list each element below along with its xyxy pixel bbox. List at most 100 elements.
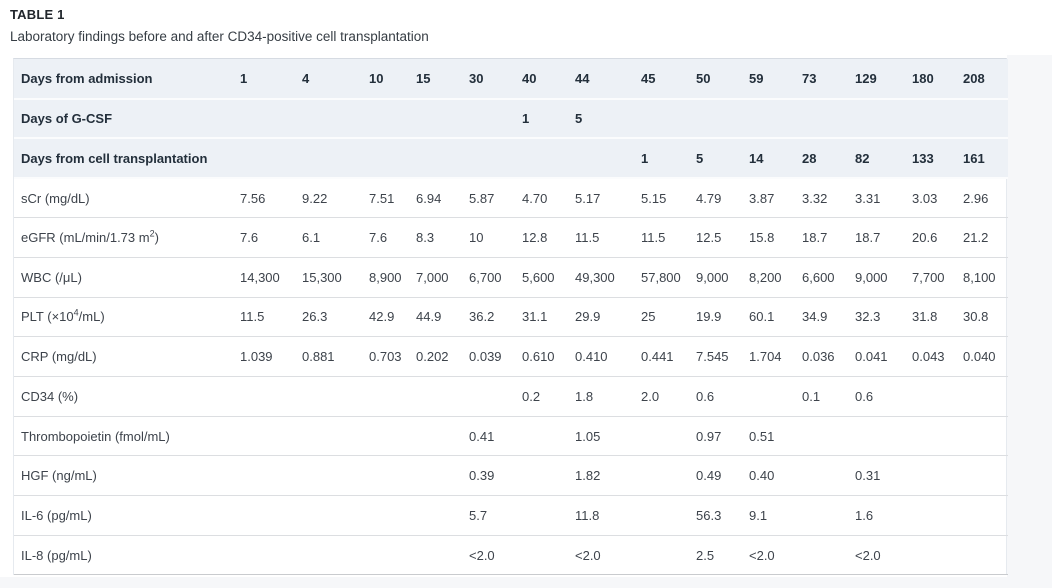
table-cell — [802, 535, 855, 576]
table-cell: 2.5 — [696, 535, 749, 576]
table-cell: 7.6 — [369, 217, 416, 258]
table-cell — [696, 98, 749, 140]
table-title: Laboratory findings before and after CD3… — [10, 29, 429, 44]
table-row: IL-6 (pg/mL) 5.7 11.8 56.3 9.1 1.6 — [14, 495, 1008, 536]
table-cell: 30 — [469, 59, 522, 100]
table-cell: <2.0 — [469, 535, 522, 576]
data-table: Days from admission 1 4 10 15 30 40 44 45 50 59 73 1… — [14, 59, 1008, 576]
table-cell: 34.9 — [802, 297, 855, 338]
table-cell: 36.2 — [469, 297, 522, 338]
table-row: CD34 (%) 0.2 1.8 2.0 0.6 0.1 0.6 — [14, 376, 1008, 417]
table-cell — [912, 376, 963, 417]
table-cell — [912, 416, 963, 457]
table-cell: 0.97 — [696, 416, 749, 457]
row-label: IL-6 (pg/mL) — [14, 495, 240, 536]
table-cell — [641, 98, 696, 140]
table-cell — [240, 416, 302, 457]
table-cell — [369, 98, 416, 140]
table-cell: 3.31 — [855, 178, 912, 219]
table-cell — [963, 376, 1008, 417]
table-cell — [641, 455, 696, 497]
table-cell: 15.8 — [749, 217, 802, 258]
table-cell — [522, 455, 575, 497]
table-cell: 59 — [749, 59, 802, 100]
table-number-label: TABLE 1 — [10, 7, 65, 22]
table-cell: 1.8 — [575, 376, 641, 417]
row-label: WBC (/μL) — [14, 257, 240, 298]
table-cell — [641, 416, 696, 457]
table-cell: 42.9 — [369, 297, 416, 338]
table-cell: 8,100 — [963, 257, 1008, 298]
table-cell: 0.043 — [912, 336, 963, 377]
table-cell: 5.7 — [469, 495, 522, 536]
table-cell: 19.9 — [696, 297, 749, 338]
row-label: CD34 (%) — [14, 376, 240, 417]
table-cell: 0.40 — [749, 455, 802, 497]
table-row: PLT (×104/mL) 11.5 26.3 42.9 44.9 36.2 31.1 29.… — [14, 297, 1008, 338]
table-cell: 9.1 — [749, 495, 802, 536]
table-cell — [749, 376, 802, 417]
table-cell: 6.1 — [302, 217, 369, 258]
table-cell: <2.0 — [749, 535, 802, 576]
table-cell: 1 — [522, 98, 575, 140]
table-cell — [855, 416, 912, 457]
table-cell — [469, 138, 522, 180]
table-cell — [641, 495, 696, 536]
table-cell: 9,000 — [696, 257, 749, 298]
table-cell: 49,300 — [575, 257, 641, 298]
table-cell — [240, 535, 302, 576]
table-cell: 133 — [912, 138, 963, 180]
table-cell: 0.610 — [522, 336, 575, 377]
table-cell — [912, 535, 963, 576]
table-cell: 57,800 — [641, 257, 696, 298]
table-cell: 2.0 — [641, 376, 696, 417]
table-cell — [575, 138, 641, 180]
table-cell: 11.5 — [240, 297, 302, 338]
table-cell — [302, 535, 369, 576]
table-cell: 5.87 — [469, 178, 522, 219]
row-label: PLT (×104/mL) — [14, 297, 240, 338]
table-cell — [416, 455, 469, 497]
table-cell — [802, 416, 855, 457]
table-cell: 3.87 — [749, 178, 802, 219]
table-row: eGFR (mL/min/1.73 m2) 7.6 6.1 7.6 8.3 10 12.8 1… — [14, 217, 1008, 258]
table-cell — [302, 376, 369, 417]
table-cell: 11.8 — [575, 495, 641, 536]
table-cell: 44.9 — [416, 297, 469, 338]
table-cell: 180 — [912, 59, 963, 100]
table-cell: 5 — [696, 138, 749, 180]
table-cell — [469, 376, 522, 417]
table-cell: 8.3 — [416, 217, 469, 258]
table-cell — [416, 376, 469, 417]
table-cell — [240, 495, 302, 536]
table-cell: 31.8 — [912, 297, 963, 338]
table-cell: 14 — [749, 138, 802, 180]
table-row: CRP (mg/dL) 1.039 0.881 0.703 0.202 0.039 0.61… — [14, 336, 1008, 377]
header-row: Days from admission 1 4 10 15 30 40 44 45 50 59 73 1… — [14, 59, 1008, 100]
table-cell: 25 — [641, 297, 696, 338]
table-cell — [802, 495, 855, 536]
table-cell — [855, 98, 912, 140]
bottom-strip — [0, 577, 1052, 588]
header-row: Days of G-CSF 1 5 — [14, 98, 1008, 140]
table-cell: 1.6 — [855, 495, 912, 536]
table-cell: 14,300 — [240, 257, 302, 298]
table-row: Thrombopoietin (fmol/mL) 0.41 1.05 0.97 0.51 — [14, 416, 1008, 457]
table-cell: 7.56 — [240, 178, 302, 219]
table-cell: 9,000 — [855, 257, 912, 298]
table-cell — [240, 138, 302, 180]
table-cell: 1.704 — [749, 336, 802, 377]
table-cell: 1 — [240, 59, 302, 100]
table-cell: 161 — [963, 138, 1008, 180]
row-label: Days from cell transplantation — [14, 138, 240, 180]
table-cell — [522, 495, 575, 536]
table-cell — [469, 98, 522, 140]
table-cell: 6.94 — [416, 178, 469, 219]
table-cell: 20.6 — [912, 217, 963, 258]
table-cell: 1.05 — [575, 416, 641, 457]
row-label: Thrombopoietin (fmol/mL) — [14, 416, 240, 457]
table-cell: 11.5 — [641, 217, 696, 258]
table-cell — [240, 98, 302, 140]
lab-findings-table: Days from admission 1 4 10 15 30 40 44 45 50 59 73 1… — [13, 58, 1008, 576]
row-label: Days of G-CSF — [14, 98, 240, 140]
